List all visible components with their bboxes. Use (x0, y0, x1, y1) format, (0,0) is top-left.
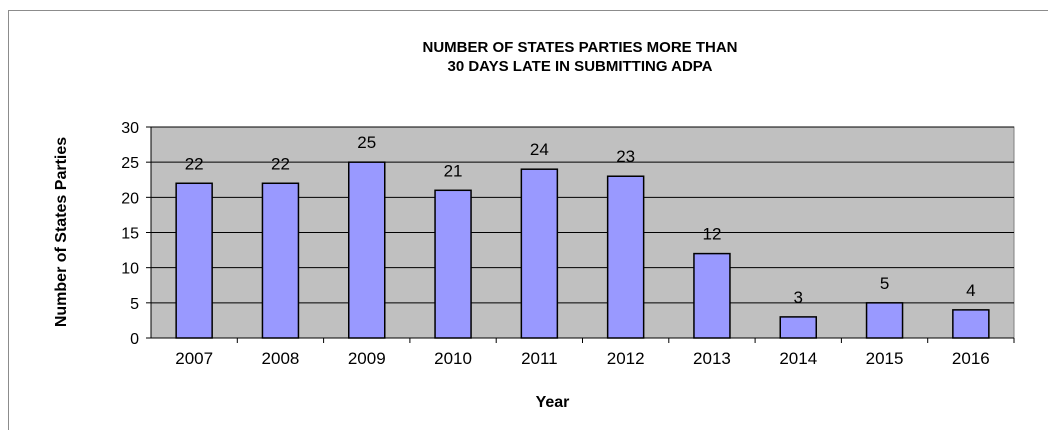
chart-title-line-1: NUMBER OF STATES PARTIES MORE THAN (422, 39, 738, 56)
data-label-2016: 4 (966, 281, 975, 300)
x-tick-label-2014: 2014 (779, 349, 817, 368)
x-tick-label-2009: 2009 (348, 349, 386, 368)
bar-2008 (261, 182, 300, 339)
bar-2012 (606, 175, 645, 339)
x-tick-label-2008: 2008 (262, 349, 300, 368)
y-tick-label: 15 (121, 226, 139, 243)
bar-2015 (865, 302, 904, 339)
bar-2014 (779, 316, 817, 339)
y-axis-title: Number of States Parties (53, 137, 70, 327)
x-tick-label-2016: 2016 (952, 349, 990, 368)
x-tick-label-2010: 2010 (434, 349, 472, 368)
data-label-2010: 21 (444, 161, 463, 180)
y-tick-label: 5 (130, 296, 139, 313)
chart-frame (8, 10, 1048, 430)
x-tick-label-2011: 2011 (521, 349, 558, 368)
x-axis-title: Year (536, 394, 570, 411)
y-tick-label: 20 (121, 190, 139, 207)
x-tick-label-2012: 2012 (607, 349, 645, 368)
bar-2016 (952, 309, 990, 339)
bar-2007 (175, 182, 213, 339)
x-tick-label-2013: 2013 (693, 349, 731, 368)
bar-2010 (434, 189, 472, 339)
y-tick-label: 0 (130, 331, 139, 348)
y-tick-label: 30 (121, 120, 139, 137)
chart-title-line-2: 30 DAYS LATE IN SUBMITTING ADPA (447, 58, 713, 75)
data-label-2013: 12 (702, 225, 721, 244)
bar-2009 (348, 161, 386, 339)
data-label-2015: 5 (880, 274, 889, 293)
y-tick-label: 10 (121, 261, 139, 278)
data-label-2014: 3 (794, 288, 803, 307)
bar-2011 (520, 168, 559, 339)
data-label-2007: 22 (185, 154, 204, 173)
data-label-2009: 25 (357, 133, 376, 152)
data-label-2012: 23 (616, 147, 635, 166)
y-tick-label: 25 (121, 155, 139, 172)
x-tick-label-2007: 2007 (175, 349, 213, 368)
bar-2013 (693, 252, 731, 339)
x-tick-label-2015: 2015 (866, 349, 904, 368)
data-label-2008: 22 (271, 154, 290, 173)
data-label-2011: 24 (530, 140, 549, 159)
